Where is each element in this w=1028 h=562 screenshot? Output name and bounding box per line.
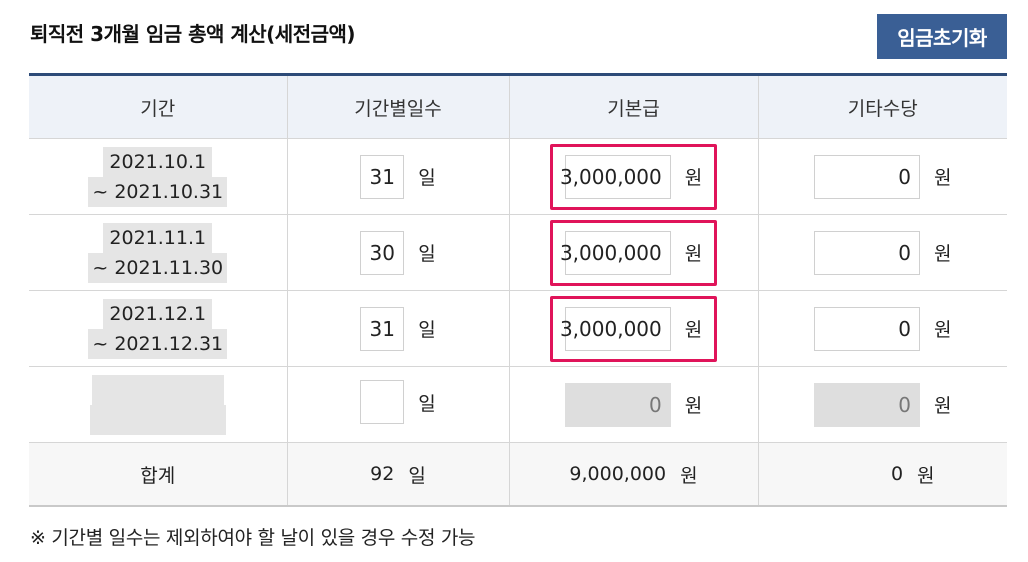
highlight-box: 3,000,000 원: [549, 295, 718, 362]
header-row: 기간 기간별일수 기본급 기타수당: [29, 73, 1007, 139]
table-row: 일 0 원 0 원: [29, 366, 1007, 443]
period-start: 2021.10.1: [103, 146, 213, 177]
header-days: 기간별일수: [287, 73, 510, 139]
table-row: 2021.12.1 ~ 2021.12.31 31 일 3,000,000 원 …: [29, 290, 1007, 367]
day-unit: 일: [418, 243, 436, 265]
won-unit: 원: [934, 319, 952, 341]
won-unit: 원: [917, 464, 935, 487]
total-label: 합계: [29, 442, 288, 507]
period-end: ~ 2021.11.30: [88, 252, 228, 283]
won-unit: 원: [684, 319, 703, 341]
reset-wages-button[interactable]: 임금초기화: [877, 14, 1007, 59]
other-allowance-input[interactable]: 0: [814, 154, 920, 199]
highlight-box: 3,000,000 원: [549, 219, 718, 286]
total-days: 92: [370, 463, 395, 485]
section-title: 퇴직전 3개월 임금 총액 계산(세전금액): [30, 22, 356, 46]
period-start: 2021.12.1: [103, 298, 213, 329]
days-input[interactable]: 30: [360, 230, 405, 275]
period-end: ~ 2021.10.31: [88, 176, 228, 207]
period: 2021.11.1 ~ 2021.11.30: [88, 222, 228, 283]
base-pay-input[interactable]: 3,000,000: [560, 306, 671, 351]
days-input[interactable]: 31: [360, 154, 405, 199]
won-unit: 원: [684, 395, 703, 417]
day-unit: 일: [408, 464, 426, 487]
header-base-pay: 기본급: [509, 73, 759, 139]
other-allowance-input[interactable]: 0: [814, 306, 920, 351]
period: 2021.10.1 ~ 2021.10.31: [88, 146, 228, 207]
day-unit: 일: [418, 392, 436, 415]
footnote: ※ 기간별 일수는 제외하여야 할 날이 있을 경우 수정 가능: [30, 527, 476, 549]
won-unit: 원: [934, 167, 952, 189]
period: [89, 374, 226, 435]
period: 2021.12.1 ~ 2021.12.31: [88, 298, 228, 359]
period-start: [91, 374, 224, 405]
table-row: 2021.11.1 ~ 2021.11.30 30 일 3,000,000 원 …: [29, 214, 1007, 291]
days-input[interactable]: 31: [360, 306, 405, 351]
period-end: [89, 404, 226, 435]
day-unit: 일: [418, 319, 436, 341]
won-unit: 원: [680, 464, 698, 487]
period-start: 2021.11.1: [103, 222, 213, 253]
table-row: 2021.10.1 ~ 2021.10.31 31 일 3,000,000 원 …: [29, 138, 1007, 215]
total-row: 합계 92 일 9,000,000 원 0 원: [29, 442, 1007, 507]
header-period: 기간: [29, 73, 288, 139]
won-unit: 원: [934, 243, 952, 265]
base-pay-input[interactable]: 3,000,000: [560, 230, 671, 275]
base-pay-input: 0: [564, 382, 671, 427]
won-unit: 원: [934, 395, 952, 417]
total-other-allowance: 0: [890, 463, 904, 485]
period-end: ~ 2021.12.31: [88, 328, 228, 359]
days-input[interactable]: [360, 380, 405, 424]
day-unit: 일: [418, 167, 436, 189]
other-allowance-input[interactable]: 0: [814, 230, 920, 275]
base-pay-input[interactable]: 3,000,000: [560, 154, 671, 199]
highlight-box: 3,000,000 원: [549, 143, 718, 210]
header-other-allowance: 기타수당: [758, 73, 1007, 139]
total-base-pay: 9,000,000: [569, 463, 667, 485]
wage-table: 기간 기간별일수 기본급 기타수당 2021.10.1 ~ 2021.10.31…: [29, 73, 1007, 507]
won-unit: 원: [684, 167, 703, 189]
won-unit: 원: [684, 243, 703, 265]
other-allowance-input: 0: [814, 382, 920, 427]
